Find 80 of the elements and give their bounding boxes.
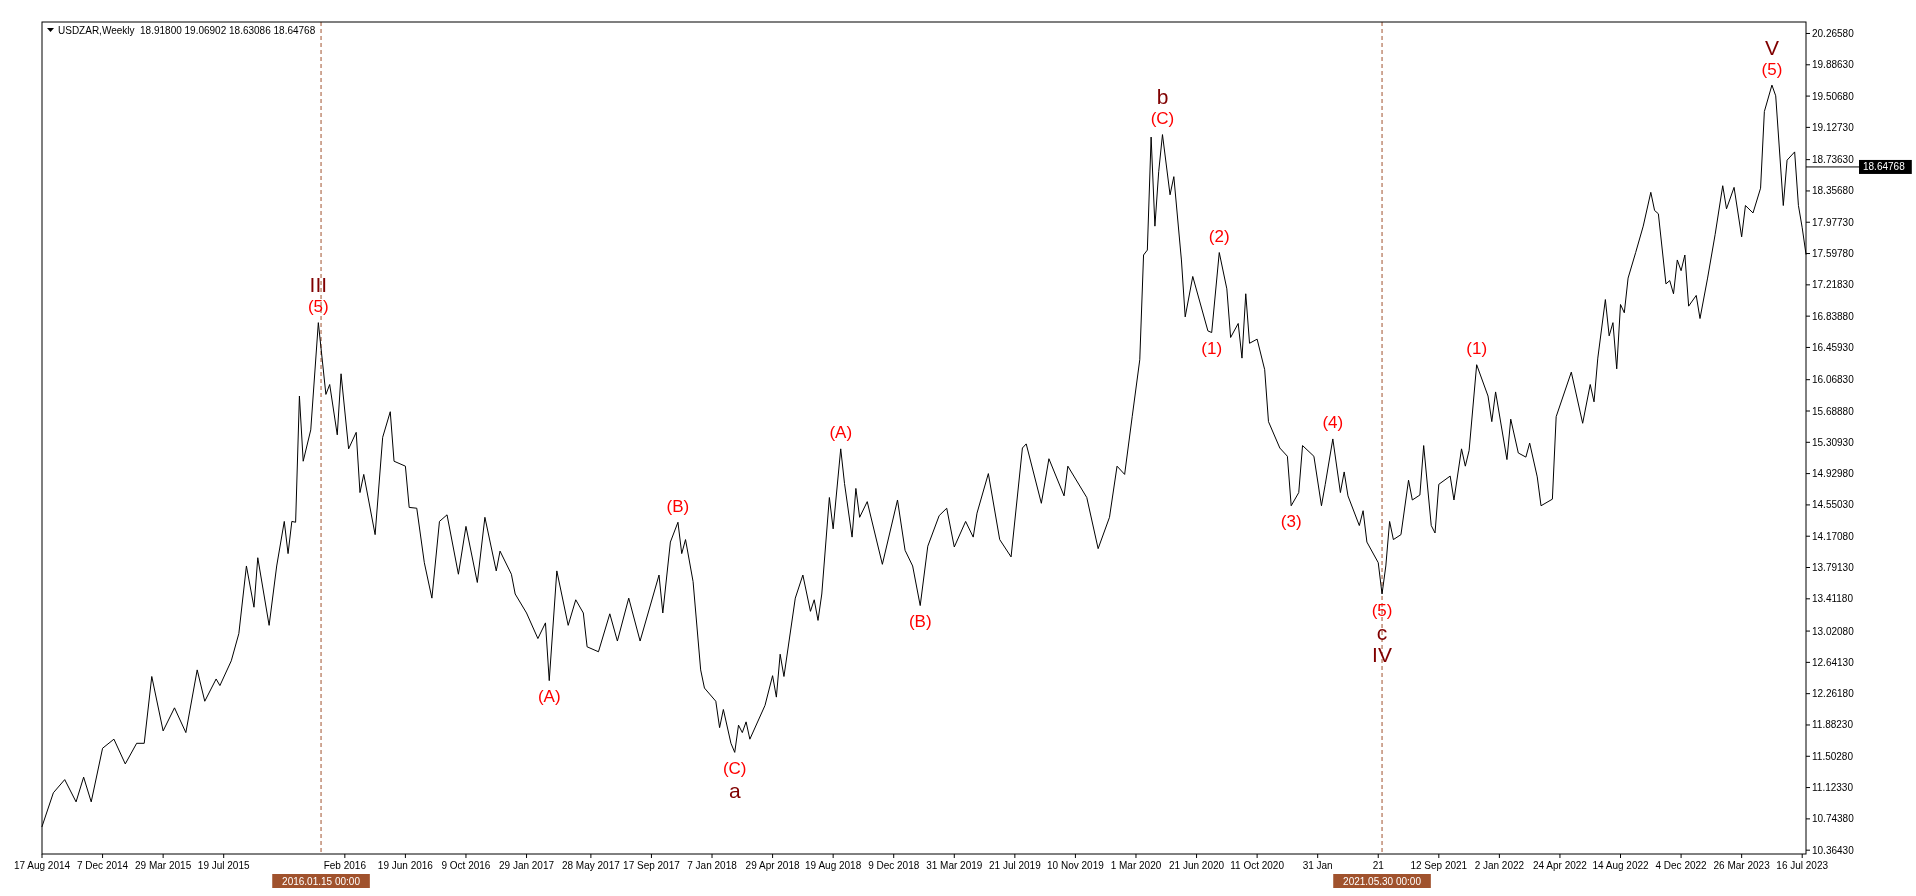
annotation: c: [1376, 620, 1388, 644]
y-tick-label: 13.41180: [1812, 593, 1854, 605]
x-tick-label: 29 Jan 2017: [499, 860, 555, 871]
ref-line-label: 2021.05.30 00:00: [1343, 875, 1422, 887]
annotation: V: [1764, 35, 1779, 59]
x-tick-label: 14 Aug 2022: [1592, 860, 1650, 871]
x-tick-label: 29 Mar 2015: [135, 860, 192, 871]
x-tick-label: 9 Dec 2018: [868, 860, 920, 871]
annotation: III: [309, 273, 328, 297]
x-tick-label: 7 Dec 2014: [76, 860, 129, 871]
annotation: (B): [908, 612, 932, 632]
annotation: (B): [666, 496, 690, 516]
y-tick-label: 11.12330: [1812, 782, 1854, 794]
x-tick-label: 11 Oct 2020: [1230, 860, 1285, 871]
y-tick-label: 20.26580: [1812, 27, 1855, 39]
y-tick-label: 17.21830: [1812, 279, 1855, 291]
annotation: (1): [1466, 339, 1488, 359]
y-tick-label: 18.35680: [1812, 185, 1855, 197]
x-tick-label: 12 Sep 2021: [1410, 860, 1468, 871]
x-tick-label: 29 Apr 2018: [745, 860, 800, 871]
x-tick-label: 1 Mar 2020: [1110, 860, 1162, 871]
x-tick-label: 19 Jun 2016: [377, 860, 434, 871]
y-tick-label: 13.02080: [1812, 625, 1855, 637]
y-tick-label: 14.55030: [1812, 499, 1855, 511]
x-tick-label: 28 May 2017: [561, 860, 621, 871]
y-tick-label: 11.88230: [1812, 719, 1854, 731]
x-tick-label: 17 Aug 2014: [13, 860, 71, 871]
ref-line-label: 2016.01.15 00:00: [282, 875, 361, 887]
y-tick-label: 15.30930: [1812, 436, 1855, 448]
y-tick-label: 16.06830: [1812, 374, 1855, 386]
x-tick-label: 21 Jul 2019: [988, 860, 1042, 871]
annotation: IV: [1372, 642, 1392, 666]
x-tick-label: 7 Jan 2018: [687, 860, 738, 871]
x-tick-label: Feb 2016: [323, 860, 367, 871]
chart-title: USDZAR,Weekly 18.91800 19.06902 18.63086 18.64768: [58, 25, 316, 36]
y-tick-label: 19.12730: [1812, 121, 1855, 133]
annotation: (C): [722, 758, 747, 778]
y-tick-label: 13.79130: [1812, 562, 1855, 574]
annotation: (3): [1280, 512, 1302, 532]
x-tick-label: 31 Jan: [1302, 860, 1333, 871]
y-tick-label: 19.88630: [1812, 59, 1855, 71]
annotation: (5): [1761, 59, 1783, 79]
y-tick-label: 17.97730: [1812, 216, 1855, 228]
y-tick-label: 12.64130: [1812, 656, 1855, 668]
y-tick-label: 14.92980: [1812, 468, 1855, 480]
annotation: (5): [1371, 600, 1393, 620]
annotation: (A): [829, 423, 853, 443]
x-tick-label: 19 Jul 2015: [197, 860, 250, 871]
annotation: (5): [307, 297, 329, 317]
annotation: (A): [537, 687, 561, 707]
annotation: (4): [1322, 413, 1344, 433]
x-tick-label: 9 Oct 2016: [441, 860, 491, 871]
y-tick-label: 17.59780: [1812, 248, 1855, 260]
x-tick-label: 17 Sep 2017: [623, 860, 681, 871]
x-tick-label: 2 Jan 2022: [1474, 860, 1525, 871]
x-tick-label: 16 Jul 2023: [1776, 860, 1829, 871]
y-tick-label: 14.17080: [1812, 530, 1855, 542]
y-tick-label: 15.68880: [1812, 405, 1855, 417]
y-tick-label: 11.50280: [1812, 750, 1854, 762]
x-tick-label: 21: [1372, 860, 1385, 871]
y-tick-label: 16.45930: [1812, 341, 1855, 353]
y-tick-label: 19.50680: [1812, 90, 1855, 102]
y-tick-label: 16.83880: [1812, 310, 1855, 322]
x-tick-label: 21 Jun 2020: [1169, 860, 1225, 871]
y-tick-label: 12.26180: [1812, 688, 1855, 700]
x-tick-label: 10 Nov 2019: [1047, 860, 1105, 871]
y-tick-label: 10.74380: [1812, 813, 1855, 825]
annotation: (1): [1201, 339, 1223, 359]
ref-line-label: 18.64768: [1863, 161, 1906, 173]
annotation: b: [1156, 85, 1169, 109]
annotation: a: [728, 778, 741, 802]
y-tick-label: 18.73630: [1812, 154, 1855, 166]
x-tick-label: 26 Mar 2023: [1713, 860, 1771, 871]
x-tick-label: 24 Apr 2022: [1532, 860, 1588, 871]
annotation: (2): [1208, 227, 1230, 247]
x-tick-label: 4 Dec 2022: [1655, 860, 1708, 871]
x-tick-label: 31 Mar 2019: [926, 860, 983, 871]
annotation: (C): [1150, 109, 1175, 129]
y-tick-label: 10.36430: [1812, 844, 1855, 856]
x-tick-label: 19 Aug 2018: [805, 860, 862, 871]
